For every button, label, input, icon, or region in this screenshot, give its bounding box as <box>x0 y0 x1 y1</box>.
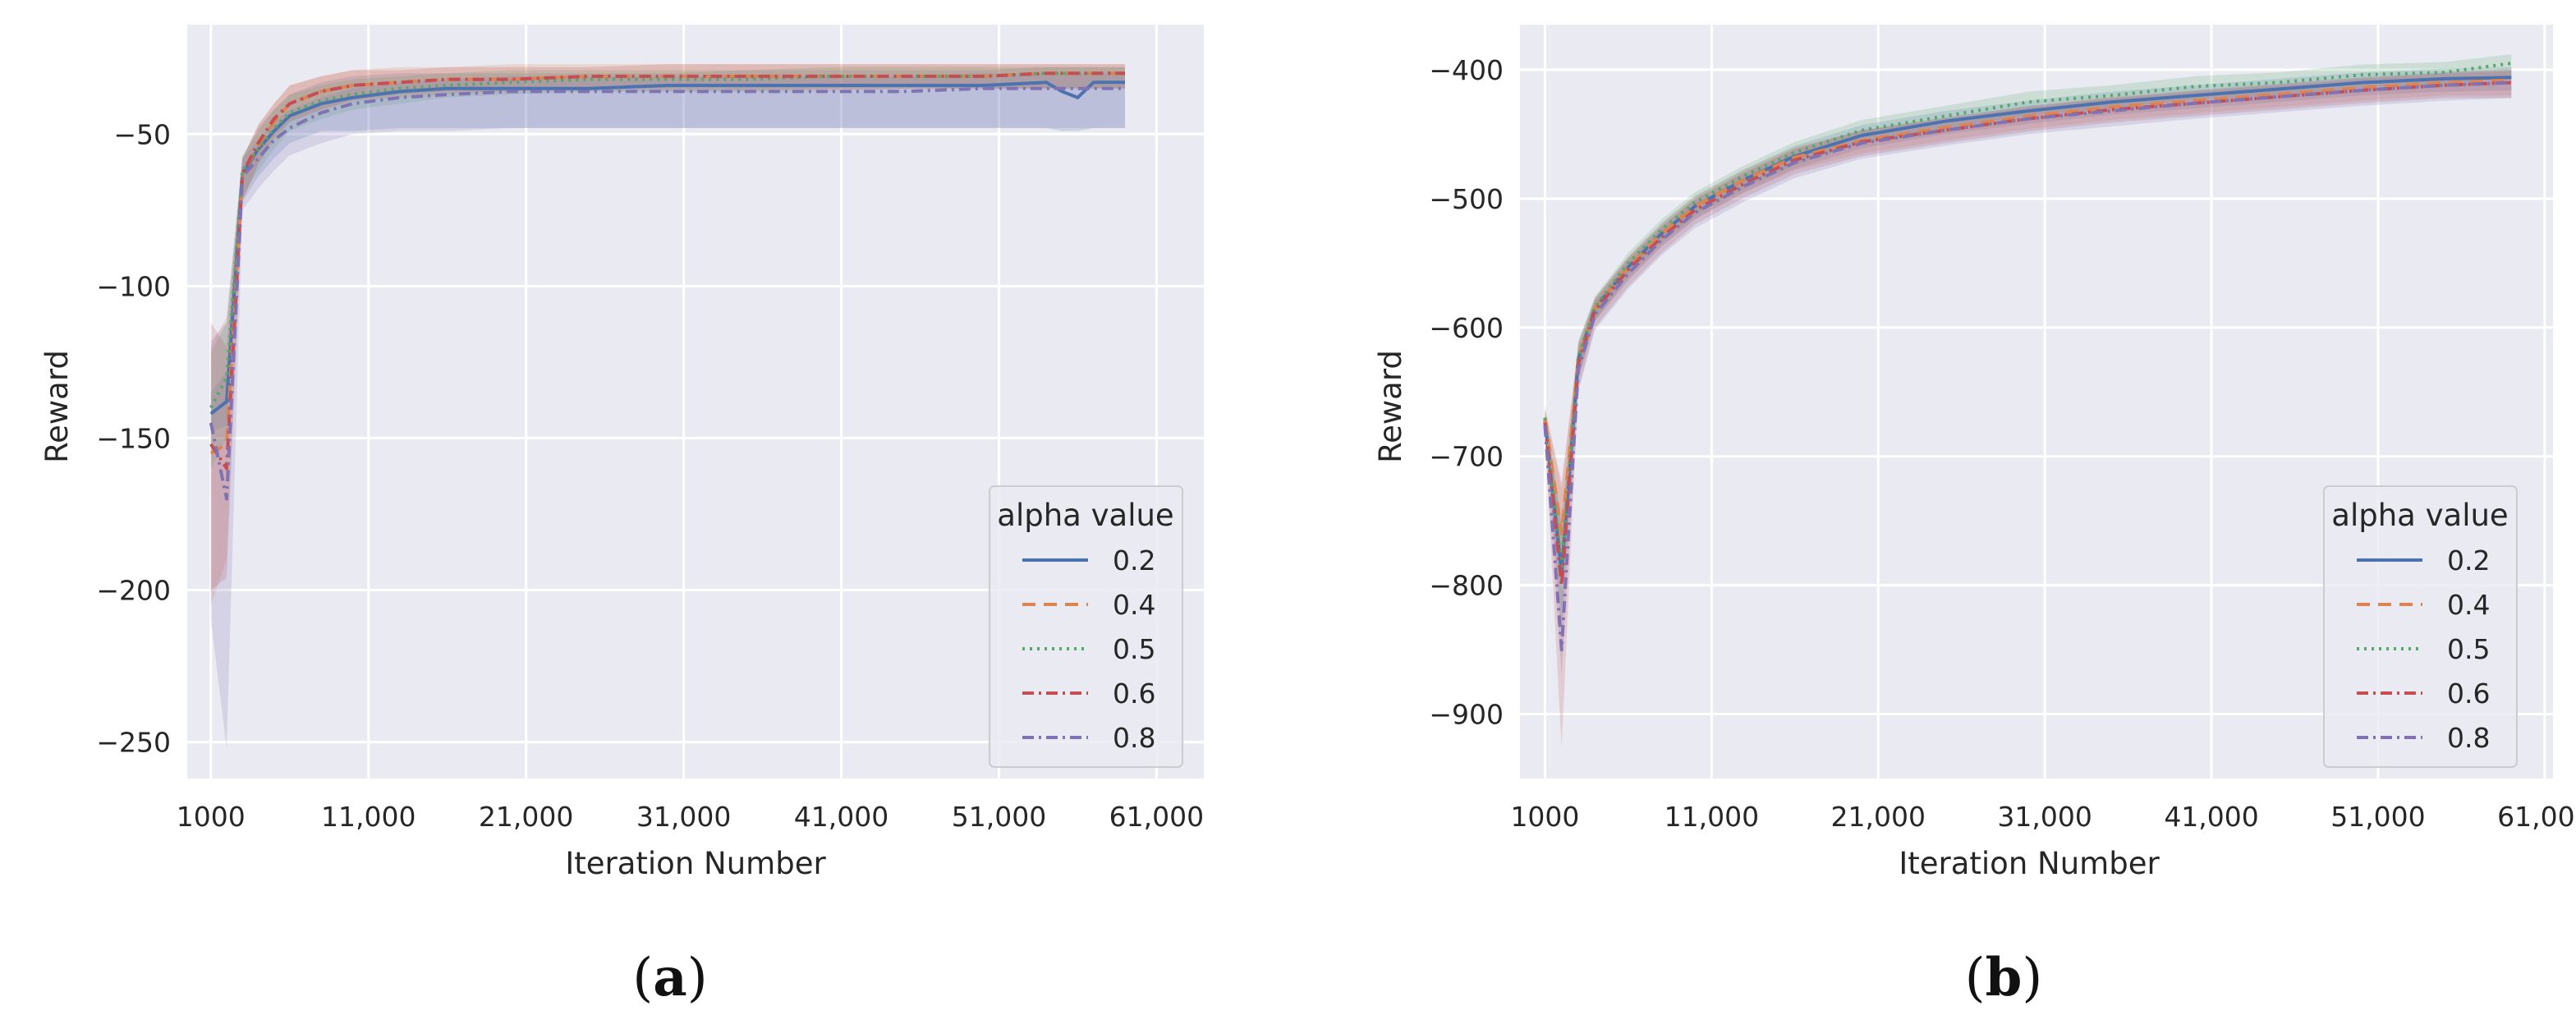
y-tick-label: −500 <box>1429 183 1504 215</box>
legend-label-0.2: 0.2 <box>2447 544 2490 577</box>
x-tick-label: 61,000 <box>1109 801 1204 833</box>
band-series-0.8 <box>210 73 1125 748</box>
x-tick-label: 11,000 <box>1665 801 1759 833</box>
gridlines-a <box>187 25 1204 779</box>
y-tick-label: −700 <box>1429 441 1504 473</box>
y-tick-labels-b: −900 −800 −700 −600 −500 −400 <box>1429 54 1504 731</box>
caption-close-a: ) <box>687 948 708 1008</box>
legend-b: alpha value 0.2 0.4 0.5 0.6 0.8 <box>2323 485 2518 768</box>
x-tick-label: 31,000 <box>636 801 731 833</box>
line-series-0.4 <box>209 71 1125 455</box>
legend-title-a: alpha value <box>997 498 1173 533</box>
y-axis-title-b: Reward <box>1373 350 1408 463</box>
legend-title-b: alpha value <box>2331 498 2508 533</box>
x-tick-label: 21,000 <box>479 801 573 833</box>
legend-a: alpha value 0.2 0.4 0.5 0.6 0.8 <box>989 485 1183 768</box>
x-tick-label: 41,000 <box>2164 801 2258 833</box>
x-axis-title-a: Iteration Number <box>565 846 826 881</box>
x-tick-label: 61,000 <box>2497 801 2576 833</box>
legend-label-0.8: 0.8 <box>2447 722 2490 754</box>
x-tick-label: 41,000 <box>794 801 889 833</box>
caption-letter-b: b <box>1986 947 2023 1008</box>
caption-letter-a: a <box>653 947 686 1008</box>
band-series-0.2 <box>210 67 1125 433</box>
confidence-bands-a <box>210 64 1125 748</box>
legend-label-0.5: 0.5 <box>1113 633 1155 665</box>
x-tick-labels-b: 1000 11,000 21,000 31,000 41,000 51,000 61,000 <box>1510 801 2576 833</box>
y-tick-label: −100 <box>96 270 171 302</box>
x-tick-label: 51,000 <box>952 801 1046 833</box>
series-lines-b <box>1543 62 2512 652</box>
caption-a: (a) <box>632 947 707 1008</box>
legend-box-b <box>2323 485 2518 768</box>
y-tick-label: −150 <box>96 422 171 454</box>
x-tick-label: 21,000 <box>1831 801 1926 833</box>
legend-label-0.4: 0.4 <box>2447 589 2490 621</box>
band-series-0.5 <box>210 67 1125 469</box>
legend-label-0.8: 0.8 <box>1113 722 1155 754</box>
caption-open-a: ( <box>632 948 653 1008</box>
y-tick-label: −50 <box>113 118 171 150</box>
legend-label-0.5: 0.5 <box>2447 633 2490 665</box>
x-tick-labels-a: 1000 11,000 21,000 31,000 41,000 51,000 61,000 <box>177 801 1204 833</box>
y-tick-label: −600 <box>1429 312 1504 344</box>
legend-label-0.4: 0.4 <box>1113 589 1155 621</box>
legend-entries-b: 0.2 0.4 0.5 0.6 0.8 <box>2357 544 2490 754</box>
y-tick-label: −900 <box>1429 699 1504 731</box>
caption-open-b: ( <box>1965 948 1986 1008</box>
caption-close-b: ) <box>2022 948 2042 1008</box>
panel-b: −900 −800 −700 −600 −500 −400 1000 11,000 21,00… <box>1373 25 2576 1008</box>
legend-box-a <box>989 485 1183 768</box>
y-tick-label: −200 <box>96 575 171 607</box>
x-axis-title-b: Iteration Number <box>1899 846 2160 881</box>
line-series-0.5 <box>1543 62 2512 568</box>
band-series-0.6 <box>210 64 1125 590</box>
x-tick-label: 31,000 <box>1997 801 2092 833</box>
legend-label-0.6: 0.6 <box>1113 678 1155 710</box>
y-tick-label: −800 <box>1429 570 1504 602</box>
x-tick-label: 1000 <box>177 801 246 833</box>
series-lines-a <box>209 71 1125 501</box>
line-series-0.8 <box>209 86 1125 501</box>
x-tick-label: 11,000 <box>321 801 416 833</box>
legend-label-0.2: 0.2 <box>1113 544 1155 577</box>
line-series-0.8 <box>1543 80 2512 652</box>
legend-label-0.6: 0.6 <box>2447 678 2490 710</box>
caption-b: (b) <box>1965 947 2043 1008</box>
y-tick-label: −250 <box>96 727 171 759</box>
line-series-0.2 <box>209 80 1125 416</box>
y-tick-labels-a: −250 −200 −150 −100 −50 <box>96 118 171 758</box>
y-axis-title-a: Reward <box>39 350 75 463</box>
x-tick-label: 51,000 <box>2330 801 2425 833</box>
y-tick-label: −400 <box>1429 54 1504 86</box>
panel-a: −250 −200 −150 −100 −50 1000 11,000 21,000 31,0… <box>39 25 1204 1008</box>
x-tick-label: 1000 <box>1510 801 1579 833</box>
legend-entries-a: 0.2 0.4 0.5 0.6 0.8 <box>1022 544 1155 754</box>
